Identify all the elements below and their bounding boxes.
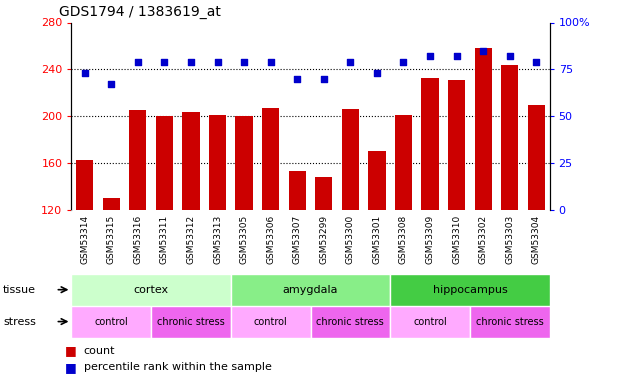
Text: GSM53312: GSM53312 [186, 215, 196, 264]
Text: GSM53302: GSM53302 [479, 215, 487, 264]
Text: hippocampus: hippocampus [432, 285, 507, 295]
Text: control: control [94, 316, 128, 327]
Text: GSM53316: GSM53316 [134, 215, 142, 264]
Point [160, 59, 170, 65]
Point [292, 76, 302, 82]
Point [319, 76, 329, 82]
Bar [102, 198, 120, 210]
Bar [448, 80, 465, 210]
Text: GSM53300: GSM53300 [346, 215, 355, 264]
Text: GSM53313: GSM53313 [213, 215, 222, 264]
Bar [129, 110, 147, 210]
Bar [183, 112, 199, 210]
Text: ■: ■ [65, 361, 77, 374]
Text: chronic stress: chronic stress [157, 316, 225, 327]
Bar [71, 306, 151, 338]
Bar [76, 160, 93, 210]
Point [266, 59, 276, 65]
Text: amygdala: amygdala [283, 285, 338, 295]
Bar [395, 115, 412, 210]
Text: GSM53305: GSM53305 [240, 215, 248, 264]
Bar [474, 48, 492, 210]
Text: GSM53306: GSM53306 [266, 215, 275, 264]
Point [399, 59, 409, 65]
Bar [231, 274, 390, 306]
Bar [209, 115, 226, 210]
Text: GSM53310: GSM53310 [452, 215, 461, 264]
Bar [390, 306, 470, 338]
Text: GSM53309: GSM53309 [425, 215, 435, 264]
Point [451, 53, 461, 59]
Bar [470, 306, 550, 338]
Text: GSM53304: GSM53304 [532, 215, 541, 264]
Bar [289, 171, 306, 210]
Bar [368, 152, 386, 210]
Bar [231, 306, 310, 338]
Text: GSM53299: GSM53299 [319, 215, 329, 264]
Point [532, 59, 542, 65]
Bar [156, 116, 173, 210]
Point [79, 70, 89, 76]
Point [239, 59, 249, 65]
Text: GSM53308: GSM53308 [399, 215, 408, 264]
Text: GSM53303: GSM53303 [505, 215, 514, 264]
Bar [71, 274, 231, 306]
Text: chronic stress: chronic stress [476, 316, 543, 327]
Bar [342, 109, 359, 210]
Text: GSM53311: GSM53311 [160, 215, 169, 264]
Text: ■: ■ [65, 344, 77, 357]
Bar [151, 306, 231, 338]
Point [106, 81, 116, 87]
Bar [315, 177, 332, 210]
Point [478, 48, 488, 54]
Text: GSM53315: GSM53315 [107, 215, 116, 264]
Bar [422, 78, 438, 210]
Point [505, 53, 515, 59]
Bar [501, 64, 519, 210]
Bar [310, 306, 390, 338]
Text: percentile rank within the sample: percentile rank within the sample [84, 363, 272, 372]
Bar [262, 108, 279, 210]
Text: GDS1794 / 1383619_at: GDS1794 / 1383619_at [59, 5, 221, 19]
Text: GSM53301: GSM53301 [373, 215, 381, 264]
Text: GSM53314: GSM53314 [80, 215, 89, 264]
Text: count: count [84, 346, 116, 355]
Point [372, 70, 382, 76]
Point [186, 59, 196, 65]
Text: control: control [413, 316, 447, 327]
Point [212, 59, 222, 65]
Bar [390, 274, 550, 306]
Text: GSM53307: GSM53307 [292, 215, 302, 264]
Bar [235, 116, 253, 210]
Text: chronic stress: chronic stress [317, 316, 384, 327]
Text: stress: stress [3, 316, 36, 327]
Point [345, 59, 355, 65]
Text: tissue: tissue [3, 285, 36, 295]
Text: control: control [254, 316, 288, 327]
Point [133, 59, 143, 65]
Point [425, 53, 435, 59]
Bar [528, 105, 545, 210]
Text: cortex: cortex [134, 285, 169, 295]
